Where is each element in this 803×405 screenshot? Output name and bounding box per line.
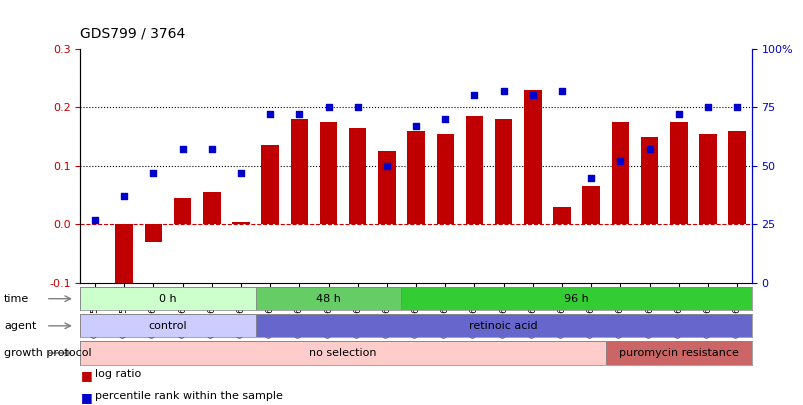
Point: [613, 158, 626, 164]
Bar: [581, 186, 599, 224]
Text: 48 h: 48 h: [316, 294, 340, 304]
Bar: [605, 341, 751, 364]
Text: no selection: no selection: [309, 348, 377, 358]
Bar: [436, 134, 454, 224]
Text: time: time: [4, 294, 29, 304]
Point: [88, 217, 101, 223]
Text: 96 h: 96 h: [564, 294, 589, 304]
Point: [409, 123, 422, 129]
Point: [555, 87, 568, 94]
Bar: [80, 341, 605, 364]
Point: [205, 146, 218, 153]
Text: ■: ■: [80, 391, 92, 404]
Bar: [524, 90, 541, 224]
Bar: [116, 224, 132, 292]
Bar: [699, 134, 715, 224]
Bar: [349, 128, 366, 224]
Bar: [255, 314, 751, 337]
Point: [147, 170, 160, 176]
Point: [234, 170, 247, 176]
Bar: [611, 122, 629, 224]
Bar: [401, 287, 751, 310]
Point: [730, 104, 743, 111]
Text: growth protocol: growth protocol: [4, 348, 92, 358]
Text: 0 h: 0 h: [159, 294, 177, 304]
Point: [380, 163, 393, 169]
Bar: [640, 136, 658, 224]
Text: GDS799 / 3764: GDS799 / 3764: [80, 26, 185, 40]
Point: [176, 146, 189, 153]
Point: [263, 111, 276, 117]
Point: [642, 146, 655, 153]
Point: [351, 104, 364, 111]
Text: puromycin resistance: puromycin resistance: [618, 348, 738, 358]
Bar: [407, 131, 424, 224]
Text: control: control: [149, 321, 187, 331]
Bar: [495, 119, 512, 224]
Point: [701, 104, 714, 111]
Bar: [377, 151, 395, 224]
Text: ■: ■: [80, 369, 92, 382]
Bar: [232, 222, 250, 224]
Text: retinoic acid: retinoic acid: [469, 321, 537, 331]
Point: [322, 104, 335, 111]
Point: [496, 87, 509, 94]
Text: percentile rank within the sample: percentile rank within the sample: [95, 391, 283, 401]
Bar: [202, 192, 220, 224]
Bar: [145, 224, 162, 242]
Bar: [80, 287, 255, 310]
Bar: [552, 207, 570, 224]
Text: log ratio: log ratio: [95, 369, 141, 379]
Point: [526, 92, 539, 99]
Point: [438, 116, 451, 122]
Bar: [261, 145, 279, 224]
Bar: [465, 116, 483, 224]
Point: [292, 111, 305, 117]
Bar: [173, 198, 191, 224]
Bar: [320, 122, 336, 224]
Point: [117, 193, 130, 200]
Bar: [290, 119, 308, 224]
Point: [467, 92, 480, 99]
Bar: [80, 314, 255, 337]
Point: [584, 174, 597, 181]
Bar: [255, 287, 401, 310]
Bar: [728, 131, 745, 224]
Text: agent: agent: [4, 321, 36, 331]
Point: [671, 111, 684, 117]
Bar: [669, 122, 687, 224]
